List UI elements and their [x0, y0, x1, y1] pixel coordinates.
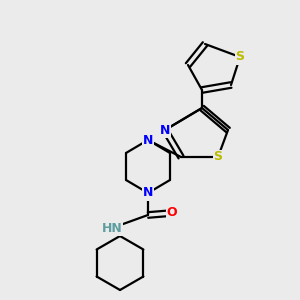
Text: O: O: [167, 206, 177, 220]
Text: S: S: [236, 50, 244, 64]
Text: S: S: [214, 151, 223, 164]
Text: HN: HN: [102, 221, 122, 235]
Text: N: N: [143, 187, 153, 200]
Text: N: N: [160, 124, 170, 136]
Text: N: N: [143, 134, 153, 146]
